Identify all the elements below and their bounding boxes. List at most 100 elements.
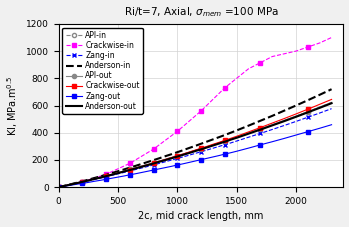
Anderson-out	[128, 169, 132, 171]
API-in	[122, 170, 126, 172]
API-in	[86, 179, 90, 182]
API-out	[246, 132, 251, 135]
Anderson-in	[68, 183, 73, 186]
Crackwise-out	[329, 98, 334, 101]
Crackwise-in	[98, 175, 102, 178]
Crackwise-out	[146, 163, 150, 166]
Crackwise-in	[187, 120, 191, 123]
Crackwise-out	[104, 175, 108, 177]
Crackwise-in	[92, 177, 96, 179]
Anderson-out	[211, 144, 215, 147]
API-out	[140, 165, 144, 168]
Crackwise-in	[104, 173, 108, 176]
Zang-in	[246, 136, 251, 139]
Zang-in	[193, 152, 197, 155]
API-in	[74, 182, 79, 185]
Zang-in	[92, 178, 96, 181]
Crackwise-out	[246, 131, 251, 133]
Crackwise-out	[223, 139, 227, 142]
Zang-in	[205, 149, 209, 151]
Crackwise-out	[211, 143, 215, 146]
Zang-in	[74, 182, 79, 185]
Anderson-in	[270, 114, 274, 117]
Anderson-in	[246, 124, 251, 127]
API-out	[92, 177, 96, 180]
API-out	[318, 106, 322, 108]
Crackwise-in	[294, 50, 298, 52]
API-out	[157, 160, 162, 162]
Anderson-in	[86, 178, 90, 181]
Legend: API-in, Crackwise-in, Zang-in, Anderson-in, API-out, Crackwise-out, Zang-out, An: API-in, Crackwise-in, Zang-in, Anderson-…	[62, 28, 143, 114]
Zang-out	[157, 168, 162, 170]
Line: Anderson-in: Anderson-in	[59, 89, 332, 187]
Zang-in	[169, 159, 173, 161]
API-in	[104, 174, 108, 177]
Crackwise-out	[134, 167, 138, 170]
API-in	[193, 149, 197, 152]
Anderson-out	[169, 157, 173, 160]
Zang-out	[134, 172, 138, 175]
Zang-in	[318, 112, 322, 114]
Crackwise-out	[229, 137, 233, 140]
Crackwise-out	[306, 108, 310, 111]
Anderson-in	[211, 138, 215, 141]
Zang-in	[62, 185, 67, 187]
Line: API-in: API-in	[57, 100, 334, 189]
Zang-in	[80, 181, 84, 183]
API-out	[235, 136, 239, 139]
Anderson-out	[92, 178, 96, 180]
Anderson-in	[235, 129, 239, 132]
API-out	[282, 119, 286, 122]
API-in	[110, 173, 114, 176]
Zang-out	[329, 123, 334, 126]
Crackwise-in	[116, 168, 120, 170]
API-out	[175, 154, 179, 157]
Crackwise-in	[134, 158, 138, 161]
API-out	[163, 158, 168, 161]
API-out	[110, 173, 114, 176]
Crackwise-out	[62, 185, 67, 187]
Zang-out	[223, 153, 227, 155]
Crackwise-out	[199, 147, 203, 150]
API-out	[193, 149, 197, 152]
API-in	[146, 163, 150, 166]
Anderson-out	[199, 148, 203, 151]
Crackwise-in	[163, 139, 168, 142]
Zang-out	[205, 157, 209, 160]
Zang-out	[199, 158, 203, 161]
Anderson-in	[205, 140, 209, 143]
Zang-out	[74, 183, 79, 186]
Zang-in	[128, 170, 132, 172]
API-out	[181, 153, 185, 155]
Zang-in	[187, 154, 191, 157]
Crackwise-in	[318, 42, 322, 44]
Anderson-out	[235, 136, 239, 139]
API-in	[62, 185, 67, 187]
Anderson-in	[217, 136, 221, 139]
Zang-out	[181, 162, 185, 165]
Zang-out	[80, 182, 84, 185]
Zang-out	[193, 160, 197, 162]
API-in	[157, 160, 162, 162]
Zang-out	[246, 147, 251, 149]
API-out	[98, 176, 102, 179]
Crackwise-out	[270, 122, 274, 124]
Anderson-out	[62, 185, 67, 187]
Crackwise-in	[217, 92, 221, 95]
API-in	[175, 154, 179, 157]
API-in	[199, 147, 203, 150]
Crackwise-out	[92, 178, 96, 180]
Crackwise-in	[258, 61, 262, 64]
Zang-out	[140, 171, 144, 174]
Anderson-out	[57, 186, 61, 189]
API-in	[282, 119, 286, 122]
Anderson-in	[229, 131, 233, 134]
Anderson-out	[98, 176, 102, 179]
Zang-in	[294, 120, 298, 123]
Zang-out	[57, 186, 61, 189]
Zang-in	[258, 132, 262, 135]
Anderson-out	[74, 182, 79, 185]
Anderson-in	[80, 180, 84, 183]
Zang-out	[235, 150, 239, 153]
Crackwise-out	[116, 172, 120, 174]
